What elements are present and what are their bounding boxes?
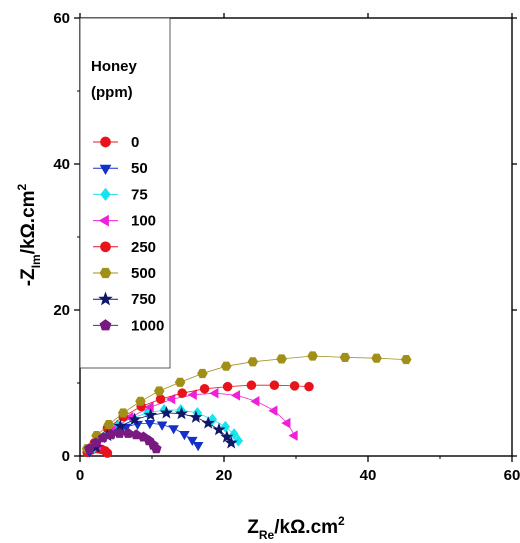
legend-item-50: 50	[93, 160, 148, 177]
legend-marker	[100, 136, 111, 148]
legend-subtitle: (ppm)	[91, 84, 133, 101]
x-tick-label: 20	[216, 467, 233, 484]
legend-marker	[99, 164, 112, 175]
series-layer	[81, 351, 412, 458]
data-point	[128, 412, 142, 426]
y-tick-label: 20	[53, 302, 70, 319]
legend-label: 100	[131, 213, 156, 230]
legend-label: 500	[131, 265, 156, 282]
legend-item-0: 0	[93, 134, 139, 151]
data-point	[268, 405, 278, 416]
data-point	[151, 443, 162, 454]
legend-marker	[99, 267, 112, 279]
data-point	[197, 368, 208, 379]
data-point	[247, 357, 259, 367]
data-point	[304, 381, 314, 392]
data-point	[209, 387, 219, 399]
data-point	[144, 401, 154, 413]
x-tick-label: 40	[360, 467, 377, 484]
data-point	[220, 430, 234, 443]
data-point	[371, 353, 382, 363]
data-point	[224, 436, 238, 449]
legend: Honey (ppm) 0 50 75 100 250 500 750 1000	[79, 17, 171, 369]
data-point	[289, 381, 300, 391]
legend-marker	[99, 319, 112, 331]
data-point	[220, 361, 232, 371]
data-point	[233, 434, 244, 447]
data-point	[159, 406, 173, 419]
legend-marker	[98, 214, 109, 227]
legend-item-500: 500	[93, 265, 156, 282]
data-point	[144, 420, 156, 430]
x-tick-label: 60	[504, 467, 520, 484]
data-point	[135, 396, 146, 406]
data-point	[179, 431, 190, 441]
legend-item-100: 100	[93, 213, 156, 230]
y-tick-label: 0	[62, 448, 70, 465]
data-point	[246, 380, 257, 390]
data-point	[400, 355, 412, 365]
legend-label: 0	[131, 134, 139, 151]
data-point	[269, 380, 280, 390]
x-axis-title: ZRe/kΩ.cm2	[247, 514, 345, 542]
data-point	[156, 421, 168, 431]
series-250	[89, 380, 314, 448]
data-point	[187, 389, 197, 400]
legend-label: 75	[131, 186, 148, 203]
legend-marker	[100, 241, 111, 253]
data-point	[122, 427, 134, 438]
data-point	[199, 384, 210, 394]
x-tick-label: 0	[76, 467, 84, 484]
legend-marker	[98, 291, 113, 306]
data-point	[276, 354, 287, 364]
legend-title: Honey	[91, 58, 138, 75]
data-point	[339, 352, 351, 362]
data-point	[281, 417, 291, 429]
data-point	[230, 390, 241, 401]
legend-label: 1000	[131, 317, 164, 334]
data-point	[220, 420, 231, 433]
data-point	[192, 442, 204, 452]
legend-label: 750	[131, 291, 156, 308]
data-point	[102, 448, 113, 458]
legend-item-750: 750	[93, 291, 156, 308]
data-point	[201, 416, 215, 429]
legend-item-75: 75	[93, 186, 148, 203]
y-tick-label: 40	[53, 156, 70, 173]
legend-box	[79, 17, 171, 369]
legend-label: 50	[131, 160, 148, 177]
series-1000	[84, 427, 162, 454]
legend-label: 250	[131, 239, 156, 256]
data-point	[166, 393, 176, 405]
data-point	[288, 430, 298, 441]
data-point	[144, 408, 158, 421]
y-axis-title: -ZIm/kΩ.cm2	[15, 183, 43, 286]
data-point	[189, 410, 203, 423]
legend-item-250: 250	[93, 239, 156, 256]
legend-marker	[100, 187, 111, 202]
data-point	[222, 381, 233, 392]
data-point	[117, 408, 129, 418]
data-point	[187, 436, 198, 446]
data-point	[307, 351, 318, 361]
data-point	[174, 377, 186, 387]
data-point	[177, 388, 187, 398]
data-point	[174, 406, 189, 420]
data-point	[103, 420, 115, 430]
data-point	[229, 428, 239, 441]
y-tick-label: 60	[53, 10, 70, 27]
data-point	[153, 386, 165, 396]
legend-item-1000: 1000	[93, 317, 164, 334]
data-point	[212, 422, 226, 436]
data-point	[250, 396, 260, 407]
axis-ticks: 0 20 40 60 0 20 40 60	[53, 10, 520, 484]
data-point	[155, 394, 166, 404]
data-point	[168, 425, 179, 435]
